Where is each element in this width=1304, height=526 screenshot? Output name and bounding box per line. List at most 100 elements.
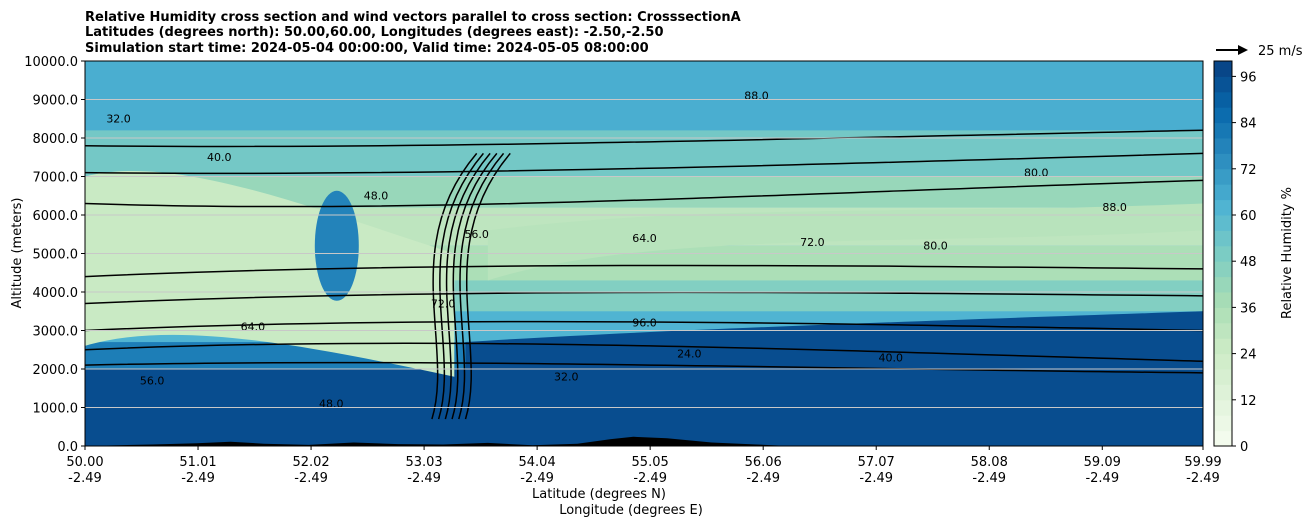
contour-label: 40.0 bbox=[207, 151, 232, 164]
colorbar-segment bbox=[1214, 261, 1232, 278]
moist-wedge-east bbox=[465, 311, 1203, 446]
title-line-3: Simulation start time: 2024-05-04 00:00:… bbox=[85, 41, 649, 56]
contour-line-6 bbox=[85, 152, 1203, 175]
x-tick-label-lon: -2.49 bbox=[181, 471, 215, 486]
vector-key-arrowhead-icon bbox=[1238, 45, 1248, 55]
colorbar-segment bbox=[1214, 245, 1232, 262]
x-tick-label-lon: -2.49 bbox=[1186, 471, 1220, 486]
colorbar-segment bbox=[1214, 369, 1232, 385]
colorbar-tick-label: 24 bbox=[1240, 348, 1257, 363]
title-line-1: Relative Humidity cross section and wind… bbox=[85, 10, 741, 25]
contour-label: 32.0 bbox=[106, 113, 131, 126]
colorbar-tick-label: 0 bbox=[1240, 440, 1248, 455]
x-tick-label-lon: -2.49 bbox=[520, 471, 554, 486]
colorbar-segment bbox=[1214, 153, 1232, 170]
contour-label: 48.0 bbox=[364, 190, 389, 203]
rh-band-8 bbox=[85, 61, 1203, 131]
x-tick-label-lat: 57.07 bbox=[858, 455, 895, 470]
contour-line-vertical-3 bbox=[451, 152, 498, 420]
contour-label: 80.0 bbox=[1024, 167, 1049, 180]
colorbar-tick-label: 72 bbox=[1240, 163, 1257, 178]
colorbar-frame bbox=[1213, 60, 1233, 447]
colorbar-tick-label: 12 bbox=[1240, 394, 1257, 409]
x-tick-label-lon: -2.49 bbox=[1085, 471, 1119, 486]
x-tick-label-lon: -2.49 bbox=[633, 471, 667, 486]
y-tick-label: 3000.0 bbox=[33, 325, 79, 340]
y-tick-label: 6000.0 bbox=[33, 209, 79, 224]
colorbar-segment bbox=[1214, 430, 1232, 447]
moist-column bbox=[314, 190, 359, 301]
contour-line-5 bbox=[85, 179, 1203, 208]
vector-key: 25 m/s bbox=[1216, 44, 1303, 59]
y-tick-label: 8000.0 bbox=[33, 132, 79, 147]
y-tick-label: 0.0 bbox=[57, 440, 78, 455]
title-line-2: Latitudes (degrees north): 50.00,60.00, … bbox=[85, 25, 664, 40]
dry-tongue-east bbox=[487, 203, 1203, 281]
contour-label: 56.0 bbox=[464, 228, 489, 241]
contour-line-vertical-0 bbox=[431, 152, 478, 420]
contour-label: 48.0 bbox=[319, 398, 344, 411]
x-tick-label-lat: 51.01 bbox=[179, 455, 216, 470]
vector-key-label: 25 m/s bbox=[1258, 44, 1303, 59]
contour-line-1 bbox=[85, 342, 1203, 363]
colorbar-label: Relative Humidity % bbox=[1280, 187, 1295, 319]
colorbar-segment bbox=[1214, 353, 1232, 370]
colorbar-segment bbox=[1214, 322, 1232, 339]
colorbar-segment bbox=[1214, 292, 1232, 308]
colorbar-segment bbox=[1214, 399, 1232, 416]
x-tick-label-lat: 59.09 bbox=[1084, 455, 1121, 470]
contour-label: 64.0 bbox=[632, 232, 657, 245]
x-tick-label-lat: 53.03 bbox=[405, 455, 442, 470]
x-tick-label-lat: 55.05 bbox=[632, 455, 669, 470]
contour-label: 32.0 bbox=[554, 371, 579, 384]
colorbar-segment bbox=[1214, 307, 1232, 324]
dry-slot-west bbox=[85, 170, 455, 377]
y-tick-label: 10000.0 bbox=[24, 55, 78, 70]
colorbar-segment bbox=[1214, 76, 1232, 93]
x-tick-label-lat: 54.04 bbox=[519, 455, 556, 470]
colorbar-segment bbox=[1214, 138, 1232, 154]
colorbar-segment bbox=[1214, 168, 1232, 185]
colorbar-segment bbox=[1214, 61, 1232, 77]
colorbar-segment bbox=[1214, 107, 1232, 124]
x-tick-label-lat: 52.02 bbox=[292, 455, 329, 470]
contour-label: 72.0 bbox=[431, 297, 456, 310]
x-tick-label-lat: 50.00 bbox=[66, 455, 103, 470]
colorbar-segment bbox=[1214, 184, 1232, 201]
y-tick-label: 7000.0 bbox=[33, 171, 79, 186]
x-tick-label-lon: -2.49 bbox=[972, 471, 1006, 486]
contour-label: 40.0 bbox=[879, 351, 904, 364]
x-tick-label-lat: 56.06 bbox=[745, 455, 782, 470]
contour-label: 80.0 bbox=[923, 240, 948, 253]
colorbar-segment bbox=[1214, 338, 1232, 355]
terrain bbox=[85, 436, 1203, 446]
colorbar-tick-label: 48 bbox=[1240, 255, 1257, 270]
contour-line-4 bbox=[85, 264, 1203, 278]
contour-line-vertical-2 bbox=[444, 152, 491, 420]
x-tick-label-lon: -2.49 bbox=[746, 471, 780, 486]
contour-label: 72.0 bbox=[800, 236, 825, 249]
y-axis-label: Altitude (meters) bbox=[10, 198, 25, 309]
colorbar-segment bbox=[1214, 415, 1232, 432]
colorbar-segment bbox=[1214, 199, 1232, 216]
x-tick-label-lon: -2.49 bbox=[294, 471, 328, 486]
colorbar-tick-label: 60 bbox=[1240, 209, 1257, 224]
y-tick-label: 4000.0 bbox=[33, 286, 79, 301]
contour-label: 96.0 bbox=[632, 317, 657, 330]
contour-line-7 bbox=[85, 129, 1203, 148]
contour-line-vertical-4 bbox=[458, 152, 505, 420]
colorbar-segment bbox=[1214, 91, 1232, 108]
y-tick-label: 5000.0 bbox=[33, 248, 79, 263]
x-tick-label-lon: -2.49 bbox=[859, 471, 893, 486]
x-tick-label-lat: 58.08 bbox=[971, 455, 1008, 470]
contour-line-vertical-5 bbox=[464, 152, 511, 420]
colorbar-tick-label: 96 bbox=[1240, 70, 1257, 85]
x-axis-label-latitude: Latitude (degrees N) bbox=[532, 487, 666, 502]
colorbar-segment bbox=[1214, 122, 1232, 139]
colorbar-segment bbox=[1214, 215, 1232, 231]
y-tick-label: 9000.0 bbox=[33, 94, 79, 109]
x-axis-label-longitude: Longitude (degrees E) bbox=[559, 503, 703, 518]
contour-line-vertical-1 bbox=[437, 152, 484, 420]
x-tick-label-lat: 59.99 bbox=[1184, 455, 1221, 470]
